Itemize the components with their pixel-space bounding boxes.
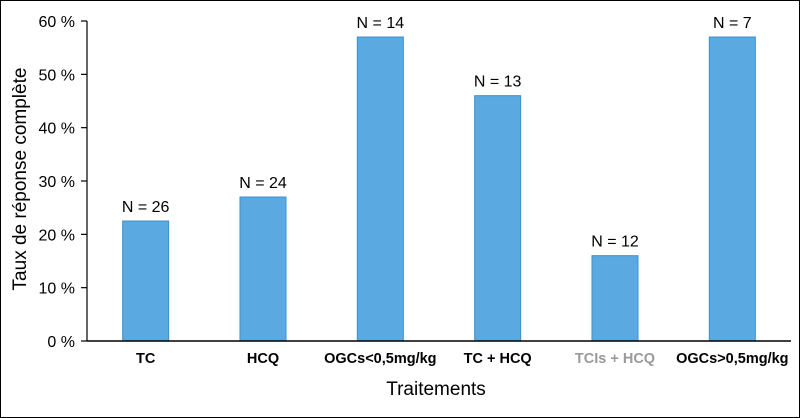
x-tick-label: OGCs<0,5mg/kg	[324, 351, 436, 367]
bar	[591, 255, 639, 342]
y-tick-label: 0 %	[47, 334, 75, 351]
bar-data-label: N = 13	[474, 74, 522, 91]
bars	[122, 36, 756, 342]
bar-data-label: N = 14	[357, 15, 405, 32]
x-tick-label: HCQ	[247, 351, 279, 367]
y-axis-title: Taux de réponse complète	[10, 68, 31, 291]
x-tick-label: TC + HCQ	[464, 351, 532, 367]
y-tick-label: 10 %	[39, 281, 75, 298]
y-tick-label: 20 %	[39, 227, 75, 244]
x-axis: TC HCQ OGCs<0,5mg/kg TC + HCQ TCIs + HCQ OGCs…	[87, 340, 791, 367]
x-tick-label: OGCs>0,5mg/kg	[676, 351, 788, 367]
y-axis: 0 % 10 % 20 % 30 % 40 % 50 % 60 %	[39, 14, 88, 351]
bar	[474, 95, 522, 342]
bar-data-label: N = 7	[713, 15, 752, 32]
bar-data-label: N = 26	[122, 199, 170, 216]
bar	[122, 220, 170, 342]
bar	[356, 36, 404, 342]
data-labels: N = 26 N = 24 N = 14 N = 13 N = 12 N = 7	[122, 15, 752, 251]
x-tick-label: TC	[136, 351, 156, 367]
y-tick-label: 50 %	[39, 67, 75, 84]
bar	[239, 196, 287, 342]
y-tick-label: 60 %	[39, 14, 75, 31]
x-tick-label: TCIs + HCQ	[575, 351, 655, 367]
bar	[708, 36, 756, 342]
bar-data-label: N = 12	[591, 234, 639, 251]
bar-data-label: N = 24	[239, 175, 287, 192]
y-tick-label: 40 %	[39, 121, 75, 138]
y-tick-label: 30 %	[39, 174, 75, 191]
x-axis-title: Traitements	[386, 379, 486, 400]
